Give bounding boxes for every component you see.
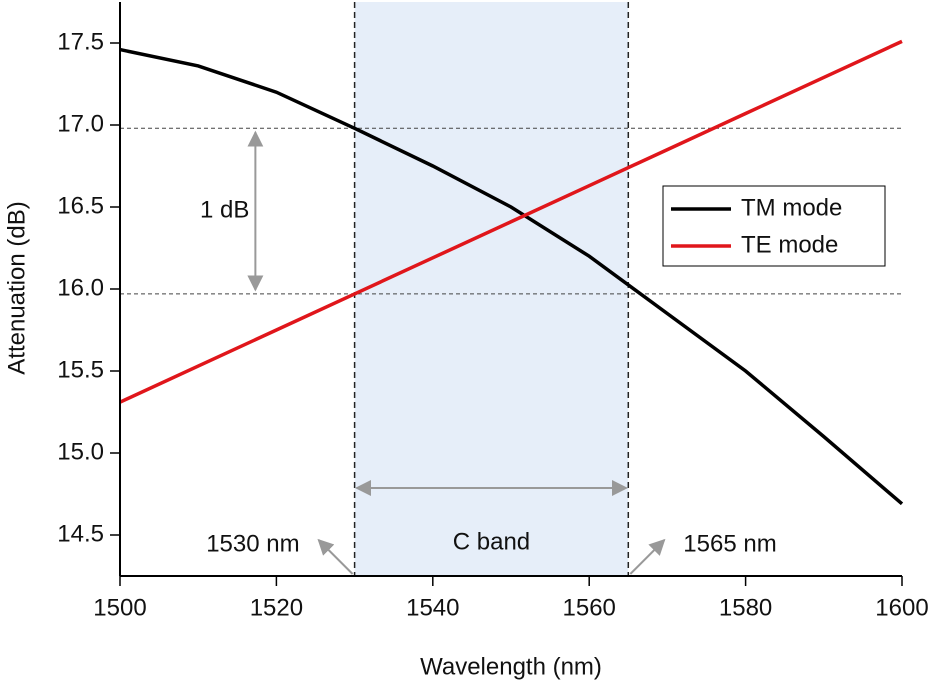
y-tick-label: 17.5 xyxy=(57,28,104,55)
y-tick-label: 14.5 xyxy=(57,520,104,547)
y-tick-label: 15.5 xyxy=(57,356,104,383)
y-tick-label: 16.0 xyxy=(57,274,104,301)
y-tick-label: 17.0 xyxy=(57,110,104,137)
y-tick-label: 15.0 xyxy=(57,438,104,465)
db-label: 1 dB xyxy=(200,196,249,223)
band-label: C band xyxy=(453,528,530,555)
x-tick-label: 1580 xyxy=(719,594,772,621)
x-tick-label: 1520 xyxy=(250,594,303,621)
c-band xyxy=(354,2,629,576)
x-tick-label: 1560 xyxy=(563,594,616,621)
x-tick-label: 1600 xyxy=(875,594,928,621)
band-right-label: 1565 nm xyxy=(683,530,776,557)
band-left-label: 1530 nm xyxy=(206,530,299,557)
line-series xyxy=(119,39,903,404)
y-tick-label: 16.5 xyxy=(57,192,104,219)
line-series xyxy=(119,47,904,506)
pointer xyxy=(317,538,354,575)
x-axis-label: Wavelength (nm) xyxy=(420,653,602,680)
pointer xyxy=(629,538,666,575)
legend-box xyxy=(662,185,886,267)
x-tick-label: 1540 xyxy=(406,594,459,621)
legend-label: TM mode xyxy=(741,194,842,221)
y-axis-label: Attenuation (dB) xyxy=(3,201,30,374)
legend-label: TE mode xyxy=(741,231,838,258)
x-tick-label: 1500 xyxy=(93,594,146,621)
